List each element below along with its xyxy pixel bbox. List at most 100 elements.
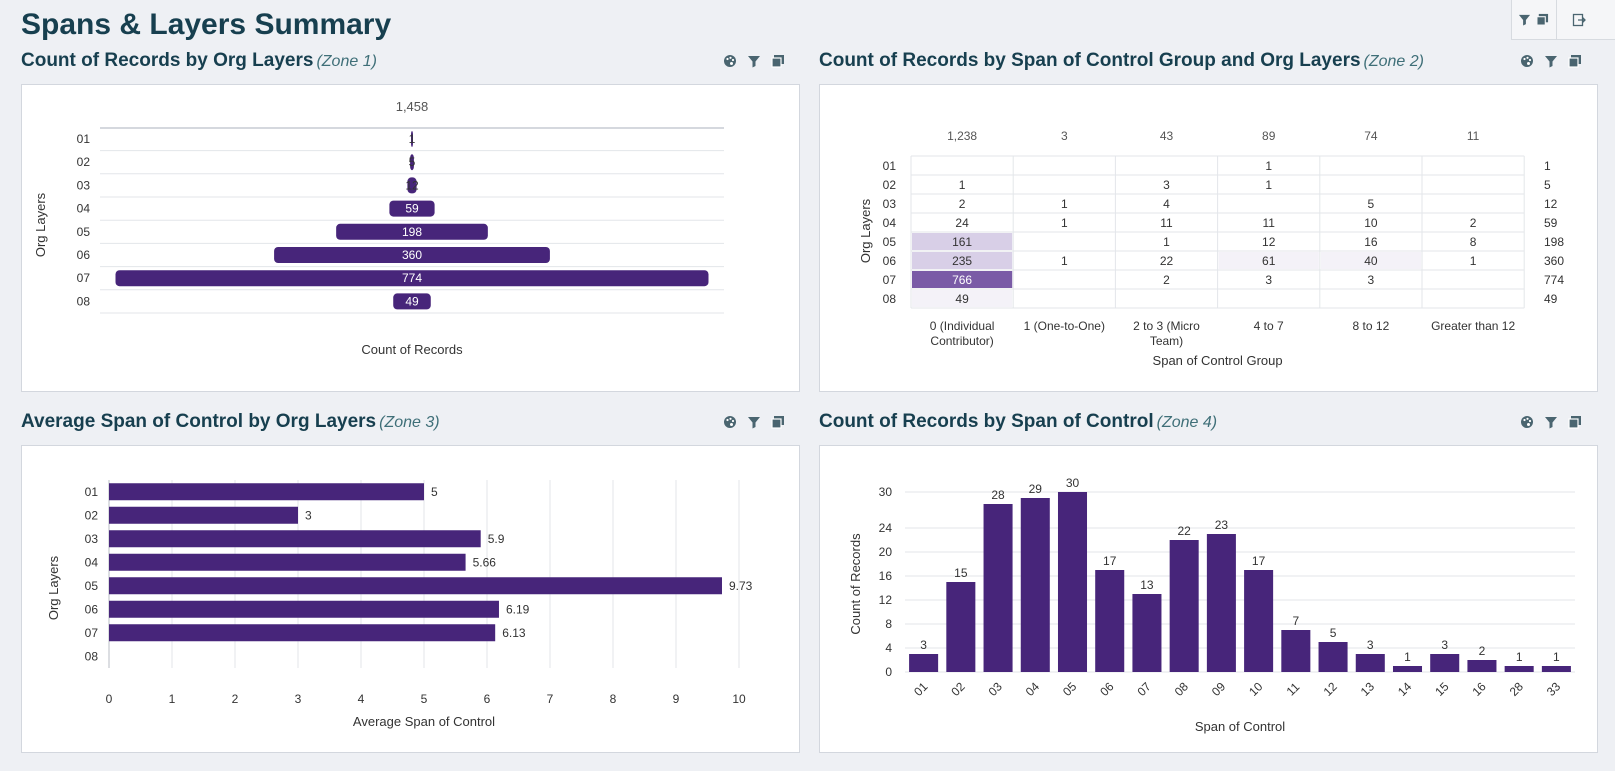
data-label: 774 <box>402 271 422 285</box>
x-tick-label: 06 <box>1097 679 1117 699</box>
column-total: 89 <box>1262 129 1276 143</box>
comment-icon[interactable] <box>1536 13 1550 27</box>
bar <box>109 506 298 524</box>
cell-value: 10 <box>1364 216 1378 230</box>
x-tick-label: 5 <box>421 692 428 706</box>
heat-cell <box>1014 252 1115 269</box>
data-label: 7 <box>1292 614 1299 628</box>
palette-icon[interactable] <box>723 54 737 68</box>
cell-value: 1 <box>1265 178 1272 192</box>
filter-icon[interactable] <box>1544 54 1558 68</box>
comment-icon[interactable] <box>771 415 785 429</box>
column-label: 8 to 12 <box>1353 319 1390 333</box>
filter-icon[interactable] <box>747 415 761 429</box>
row-total: 59 <box>1544 216 1558 230</box>
heat-cell <box>1320 214 1421 231</box>
zone1-tag: (Zone 1) <box>316 53 377 70</box>
heat-cell <box>1116 176 1217 193</box>
row-total: 198 <box>1544 235 1564 249</box>
x-axis-label: Count of Records <box>361 342 463 357</box>
data-label: 6.19 <box>506 602 530 616</box>
palette-icon[interactable] <box>1520 54 1534 68</box>
row-label: 04 <box>883 216 897 230</box>
bar <box>1169 540 1199 672</box>
heat-cell <box>1423 252 1524 269</box>
heat-cell <box>1014 214 1115 231</box>
y-tick-label: 8 <box>885 617 892 631</box>
y-axis-label: Count of Records <box>848 533 863 635</box>
bar <box>109 553 466 571</box>
x-tick-label: 33 <box>1544 679 1564 699</box>
x-tick-label: 14 <box>1395 679 1415 699</box>
row-total: 12 <box>1544 197 1558 211</box>
x-axis-label: Span of Control <box>1195 719 1285 734</box>
data-label: 2 <box>1479 644 1486 658</box>
cell-value: 16 <box>1364 235 1378 249</box>
y-tick-label: 02 <box>77 155 91 169</box>
x-tick-label: 9 <box>673 692 680 706</box>
y-tick-label: 03 <box>77 178 91 192</box>
exit-icon[interactable] <box>1572 13 1586 27</box>
bar <box>909 654 939 672</box>
column-label: 2 to 3 (Micro Team) <box>1133 319 1200 348</box>
x-tick-label: 1 <box>169 692 176 706</box>
y-tick-label: 01 <box>77 132 91 146</box>
data-label: 5.66 <box>473 555 497 569</box>
zone2-panel: 1,238 3 43 89 74 11 01 1 1 02 5 1 3 1 03 12 2 1 4 5 04 59 24 1 1… <box>819 84 1598 392</box>
data-label: 360 <box>402 248 422 262</box>
top-filter-comment-button[interactable] <box>1512 0 1556 40</box>
comment-icon[interactable] <box>1568 54 1582 68</box>
data-label: 29 <box>1029 482 1043 496</box>
heat-cell <box>1320 176 1421 193</box>
bar <box>1020 498 1050 672</box>
x-tick-label: 08 <box>1172 679 1192 699</box>
y-tick-label: 12 <box>879 593 893 607</box>
y-tick-label: 08 <box>77 294 91 308</box>
zone3-header: Average Span of Control by Org Layers (Z… <box>21 411 440 435</box>
heat-cell <box>912 271 1013 288</box>
zone3-tag: (Zone 3) <box>379 414 440 431</box>
column-label: 4 to 7 <box>1254 319 1284 333</box>
y-tick-label: 02 <box>85 508 99 522</box>
filter-icon[interactable] <box>1518 13 1532 27</box>
x-tick-label: 02 <box>948 679 968 699</box>
zone2-tools <box>1520 54 1582 68</box>
column-total: 3 <box>1061 129 1068 143</box>
data-label: 3 <box>1367 638 1374 652</box>
heat-cell <box>1218 233 1319 250</box>
exit-button[interactable] <box>1556 0 1600 40</box>
y-tick-label: 05 <box>77 225 91 239</box>
heat-cell <box>1014 290 1115 307</box>
bar <box>1392 666 1423 672</box>
heat-cell <box>1218 271 1319 288</box>
data-label: 22 <box>1177 524 1191 538</box>
data-label: 12 <box>405 178 419 192</box>
palette-icon[interactable] <box>723 415 737 429</box>
cell-value: 22 <box>1160 254 1174 268</box>
filter-icon[interactable] <box>747 54 761 68</box>
column-total: 1,238 <box>947 129 977 143</box>
data-label: 49 <box>405 294 419 308</box>
palette-icon[interactable] <box>1520 415 1534 429</box>
y-tick-label: 06 <box>77 248 91 262</box>
filter-icon[interactable] <box>1544 415 1558 429</box>
comment-icon[interactable] <box>1568 415 1582 429</box>
zone4-panel: 0 4 8 12 16 20 24 30 3 01 15 02 28 03 29 04 30 05 17 06 13 07… <box>819 445 1598 753</box>
y-tick-label: 0 <box>885 665 892 679</box>
comment-icon[interactable] <box>771 54 785 68</box>
heat-cell <box>1218 195 1319 212</box>
data-label: 30 <box>1066 476 1080 490</box>
y-tick-label: 05 <box>85 579 99 593</box>
zone4-header: Count of Records by Span of Control (Zon… <box>819 411 1217 435</box>
bar <box>109 483 424 501</box>
cell-value: 8 <box>1470 235 1477 249</box>
chart-span-count: 0481216202430301150228032904300517061307… <box>848 476 1575 734</box>
x-tick-label: 6 <box>484 692 491 706</box>
x-tick-label: 10 <box>732 692 746 706</box>
bar <box>109 624 496 642</box>
cell-value: 3 <box>1368 273 1375 287</box>
y-tick-label: 20 <box>879 545 893 559</box>
y-tick-label: 07 <box>77 271 91 285</box>
top-actions <box>1511 0 1615 40</box>
